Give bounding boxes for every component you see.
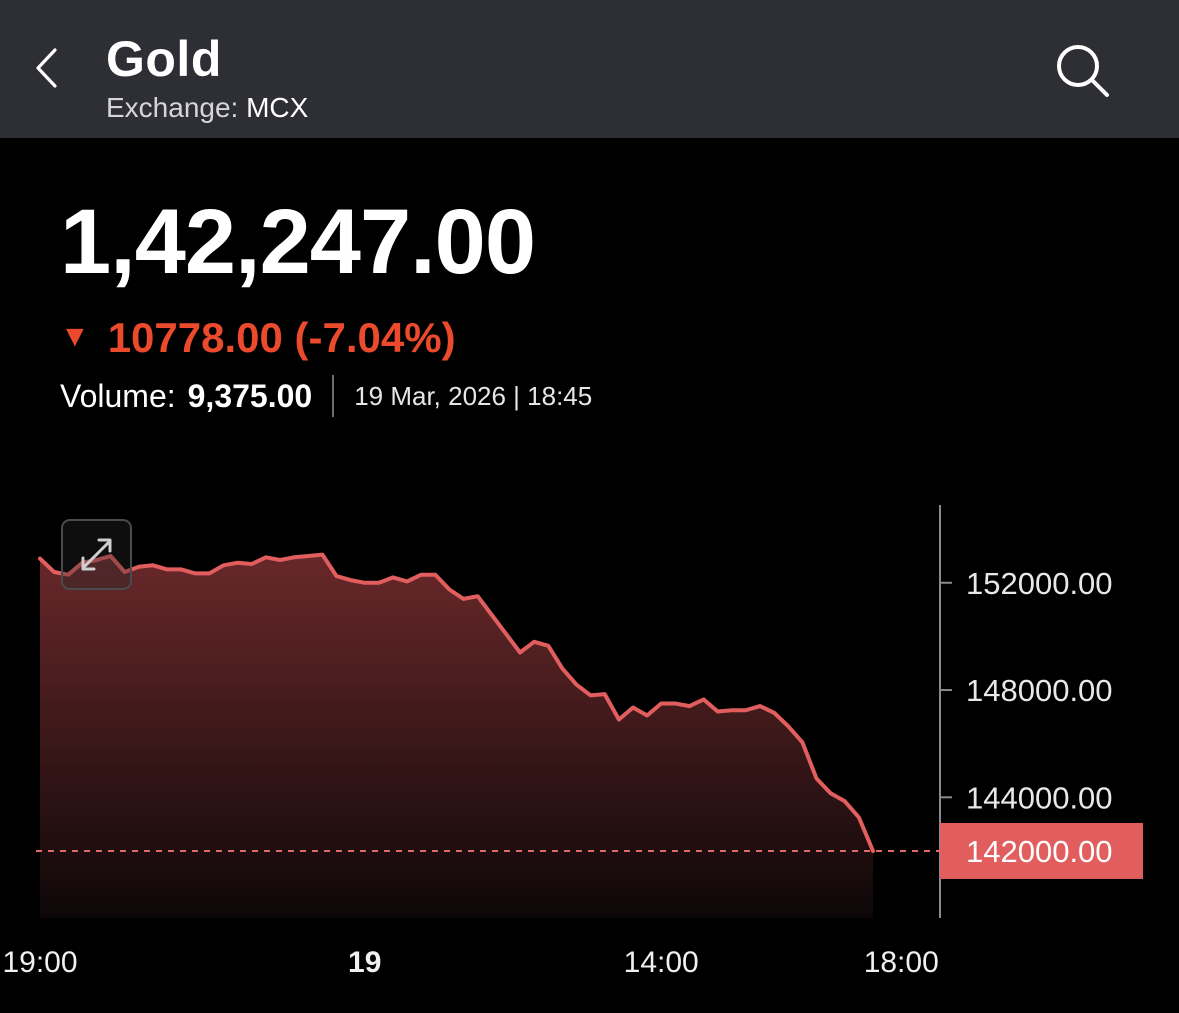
expand-icon (63, 538, 130, 592)
y-tick-label: 144000.00 (966, 780, 1113, 815)
search-icon (1050, 38, 1114, 107)
price-change-value: 10778.00 (-7.04%) (107, 314, 456, 361)
x-tick-label: 14:00 (624, 946, 699, 979)
chevron-left-icon (31, 44, 61, 97)
current-price-label: 142000.00 (966, 834, 1113, 869)
expand-chart-button[interactable] (61, 519, 132, 590)
top-bar: Gold Exchange: MCX (0, 0, 1179, 138)
volume-label: Volume: (60, 377, 176, 414)
search-button[interactable] (1046, 36, 1118, 108)
x-tick-label: 18:00 (864, 946, 939, 979)
quote-datetime: 19 Mar, 2026 | 18:45 (354, 380, 593, 411)
x-tick-label: 19 (348, 946, 381, 979)
quote-meta: Volume: 9,375.00 19 Mar, 2026 | 18:45 (60, 374, 592, 418)
price-area-fill (40, 554, 873, 918)
back-button[interactable] (24, 40, 68, 100)
price-line (38, 552, 875, 853)
y-tick-label: 152000.00 (966, 566, 1113, 601)
page-title: Gold (106, 31, 222, 87)
meta-divider (332, 375, 335, 417)
down-arrow-icon: ▼ (60, 320, 90, 353)
y-tick-label: 148000.00 (966, 673, 1113, 708)
exchange-value: MCX (246, 92, 309, 123)
x-tick-label: 19:00 (2, 946, 77, 979)
volume-value: 9,375.00 (187, 377, 313, 414)
current-price-badge (940, 822, 1143, 879)
exchange-info: Exchange: MCX (106, 92, 308, 124)
price-chart[interactable]: 152000.00 148000.00 144000.00 142000.00 19:0… (0, 490, 1179, 1013)
price-change: ▼ 10778.00 (-7.04%) (60, 314, 456, 362)
exchange-label: Exchange: (106, 92, 239, 123)
last-price: 1,42,247.00 (60, 191, 536, 293)
